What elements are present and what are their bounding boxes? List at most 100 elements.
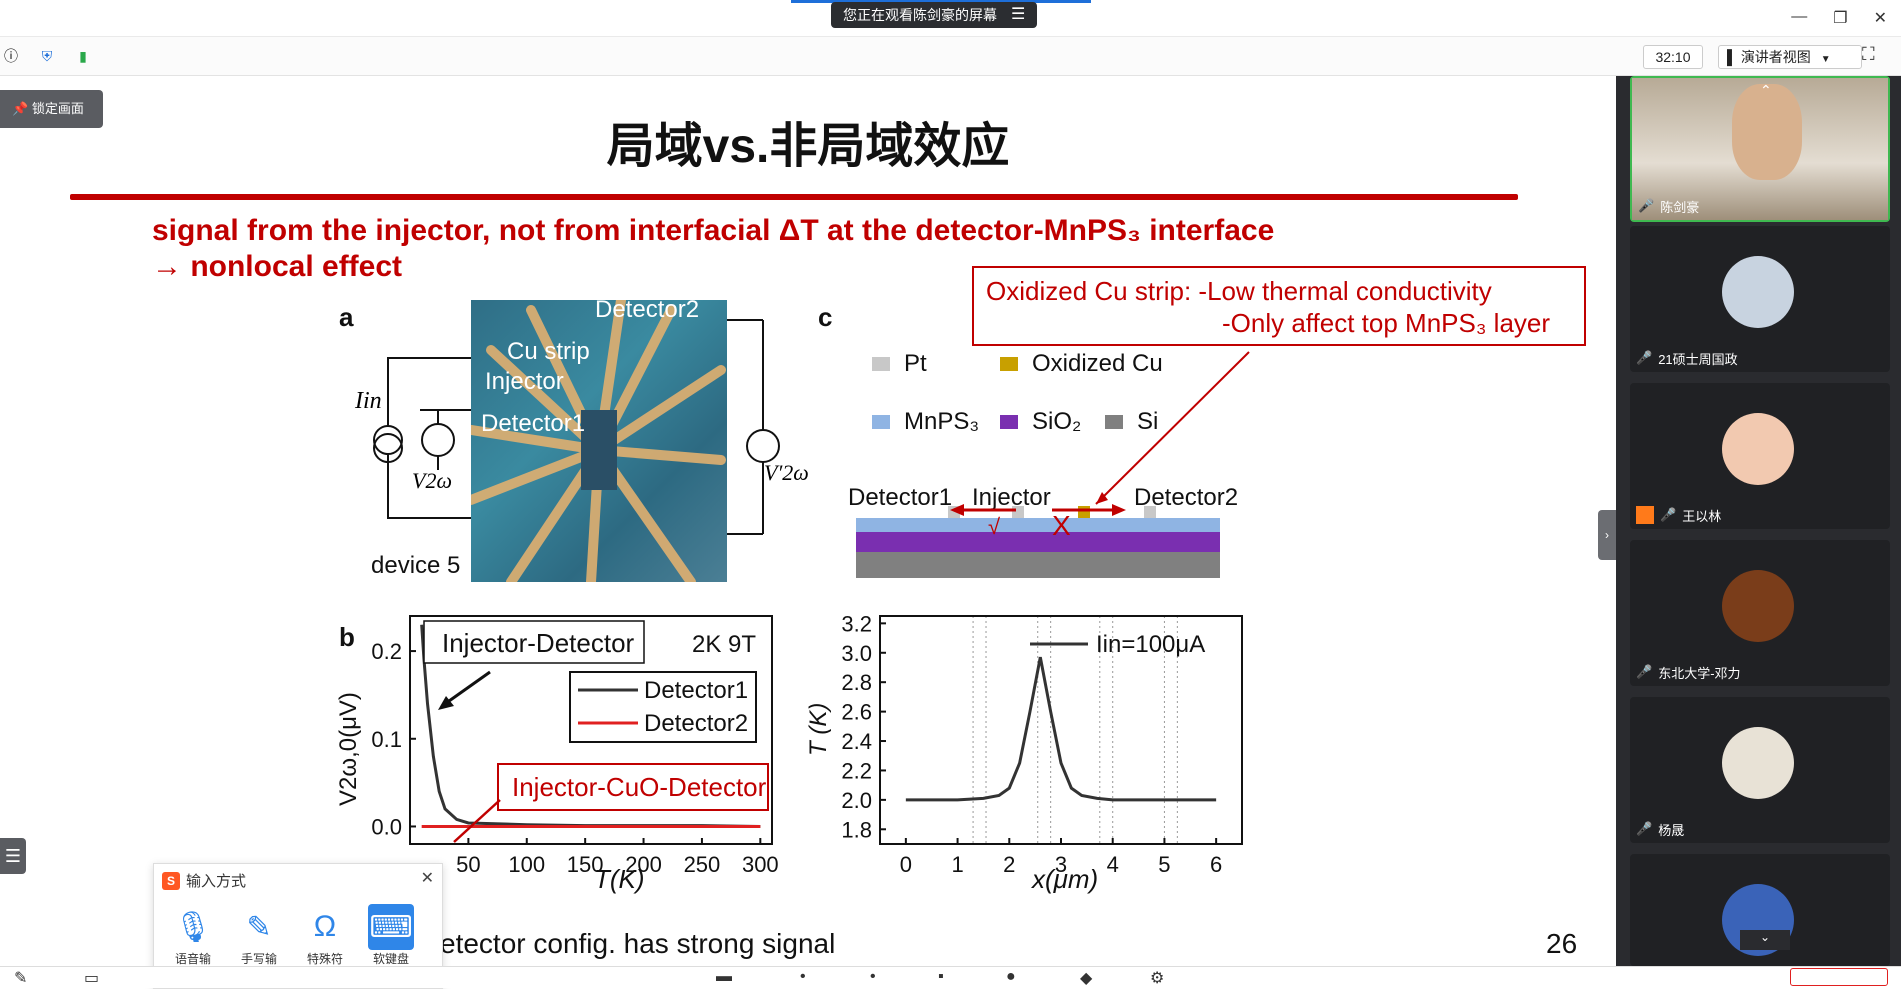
oxidized-cu-callout: Oxidized Cu strip: -Low thermal conducti…: [972, 266, 1586, 346]
restore-icon[interactable]: ❐: [1833, 10, 1848, 27]
participant-name-bar: 🎤 王以林: [1636, 505, 1721, 525]
chevron-up-icon[interactable]: ⌃: [1760, 82, 1772, 98]
share-indicator-strip: [791, 0, 1091, 3]
panel-collapse-handle[interactable]: ›: [1598, 510, 1616, 560]
chart-c-ytick-label: 2.8: [841, 670, 872, 695]
participant-name: 杨晟: [1658, 822, 1685, 838]
avatar: [1722, 256, 1794, 328]
ime-special-symbols[interactable]: Ω 特殊符号: [302, 904, 348, 984]
chart-b-ytick-label: 0.1: [371, 727, 402, 752]
chart-b-cuo-callout-box: [497, 763, 769, 811]
chart-c-xtick-label: 1: [951, 852, 963, 877]
chart-b-arrowhead-black: [438, 696, 454, 710]
chart-c-ytick-label: 2.4: [841, 729, 872, 754]
legend-swatch-mnps3: [872, 415, 890, 429]
check-mark: √: [988, 514, 1001, 539]
keyboard-icon: ⌨: [368, 904, 414, 950]
shield-icon[interactable]: ⛨: [41, 47, 53, 64]
avatar: [1722, 570, 1794, 642]
chart-c-xtick-label: 6: [1210, 852, 1222, 877]
meeting-toolbar: ⓘ ⛨ ▮: [0, 37, 1901, 76]
signal-icon[interactable]: ▮: [79, 47, 87, 64]
leave-button[interactable]: [1790, 968, 1888, 986]
chart-c-ytick-label: 1.8: [841, 817, 872, 842]
chart-c-temperature-profile: 0 1 2 3 4 5 6 1.8 2.0 2.2 2.4 2.6 2.8 3.0 3.2 Iin=100…: [805, 611, 1243, 894]
legend-label-si: Si: [1137, 408, 1159, 435]
chart-c-ytick-label: 2.0: [841, 788, 872, 813]
chart-c-xtick-label: 0: [900, 852, 912, 877]
participant-tile[interactable]: 🎤 杨晟: [1630, 697, 1890, 843]
pencil-icon: ✎: [246, 910, 272, 944]
slide-title: 局域vs.非局域效应: [606, 120, 1010, 173]
legend-oxidized-cu: Oxidized Cu: [1000, 350, 1163, 378]
chart-b-title: Injector-Detector: [442, 628, 635, 658]
chart-b-title-box: [423, 620, 645, 664]
share-label: 您正在观看陈剑豪的屏幕: [843, 7, 997, 23]
participant-name-bar: 🎤 杨晟: [1636, 819, 1684, 839]
omega-icon: Ω: [313, 910, 337, 943]
view-mode-label: 演讲者视图: [1740, 49, 1811, 65]
cross-mark: X: [1052, 510, 1071, 541]
participant-tile[interactable]: 🎤 王以林: [1630, 383, 1890, 529]
meeting-control-bar: ✎ ▭ ▬ • • ▪ ● ◆ ⚙: [0, 966, 1901, 988]
chart-b-xtick-label: 300: [742, 852, 779, 877]
screen-share-banner[interactable]: 您正在观看陈剑豪的屏幕 ☰: [831, 2, 1038, 28]
circuit-diagram: [373, 319, 780, 535]
participant-tile[interactable]: 🎤 东北大学-邓力: [1630, 540, 1890, 686]
mic-icon[interactable]: ✎: [14, 970, 28, 987]
legend-label-mnps3: MnPS₃: [904, 408, 980, 435]
close-icon[interactable]: ✕: [1873, 10, 1887, 27]
avatar: [1722, 727, 1794, 799]
lock-screen-label: 锁定画面: [31, 101, 84, 116]
participant-tile[interactable]: 🎤 21硕士周国政: [1630, 226, 1890, 372]
participant-name: 东北大学-邓力: [1658, 665, 1741, 681]
menu-icon[interactable]: ☰: [0, 838, 26, 874]
v2w-prime-label: V′2ω: [764, 460, 809, 485]
mic-off-icon: 🎤: [1660, 507, 1677, 522]
panel-b-label: b: [339, 622, 355, 652]
chart-b-temperature-signal: 50 100 150 200 250 300 0.0 0.1 0.2 Injector-Det…: [335, 615, 779, 894]
view-mode-icon: ▌: [1727, 49, 1737, 65]
chart-b-xtick-label: 150: [567, 852, 604, 877]
info-icon[interactable]: ⓘ: [4, 48, 18, 64]
ime-soft-keyboard[interactable]: ⌨ 软键盘: [368, 904, 414, 984]
view-mode-dropdown[interactable]: ▌ 演讲者视图 ▼: [1718, 45, 1862, 69]
participants-icon[interactable]: •: [800, 968, 806, 985]
chart-c-ytick-label: 2.2: [841, 758, 872, 783]
v2w-label: V2ω: [412, 468, 452, 493]
share-icon[interactable]: ▬: [716, 968, 732, 985]
chart-b-ylabel: V2ω,0(μV): [335, 692, 362, 806]
camera-icon[interactable]: ▭: [84, 970, 100, 987]
mic-off-icon: 🎤: [1636, 821, 1653, 836]
lock-screen-button[interactable]: 📌 锁定画面: [0, 90, 103, 128]
legend-sio2: SiO₂: [1000, 408, 1081, 436]
participant-name-bar: 🎤 东北大学-邓力: [1636, 662, 1741, 682]
window-controls: — ❐ ✕: [1791, 8, 1887, 28]
callout-line2: -Only affect top MnPS₃ layer: [1222, 308, 1551, 338]
chat-icon[interactable]: •: [870, 968, 876, 985]
record-icon[interactable]: ▪: [938, 968, 944, 985]
settings-icon[interactable]: ⚙: [1150, 970, 1165, 987]
callout-line1: Oxidized Cu strip: -Low thermal conducti…: [986, 276, 1492, 306]
chart-c-xtick-label: 5: [1158, 852, 1170, 877]
legend-label-pt: Pt: [904, 350, 927, 377]
user-icon: [1636, 506, 1654, 524]
participant-name: 陈剑豪: [1660, 199, 1700, 215]
reaction-icon[interactable]: ●: [1006, 968, 1016, 985]
list-icon[interactable]: ☰: [1011, 6, 1026, 23]
close-icon[interactable]: ✕: [420, 870, 434, 887]
apps-icon[interactable]: ◆: [1080, 970, 1093, 987]
chart-b-legend-detector2: Detector2: [644, 710, 748, 737]
chevron-down-icon[interactable]: ⌄: [1740, 930, 1790, 950]
participant-tile[interactable]: ⌄: [1630, 854, 1890, 966]
legend-mnps3: MnPS₃: [872, 408, 979, 436]
slide-page-number: 26: [1546, 928, 1578, 959]
fullscreen-icon[interactable]: ⛶: [1862, 44, 1875, 64]
participant-name-bar: 🎤 21硕士周国政: [1636, 348, 1738, 368]
participant-tile-active[interactable]: ⌃ 🎤 陈剑豪: [1630, 76, 1890, 222]
chart-b-ytick-label: 0.2: [371, 639, 402, 664]
microphone-icon: 🎙: [173, 910, 213, 944]
legend-label-sio2: SiO₂: [1032, 408, 1082, 435]
minimize-icon[interactable]: —: [1791, 8, 1808, 25]
chart-c-series-0: [905, 656, 1217, 802]
